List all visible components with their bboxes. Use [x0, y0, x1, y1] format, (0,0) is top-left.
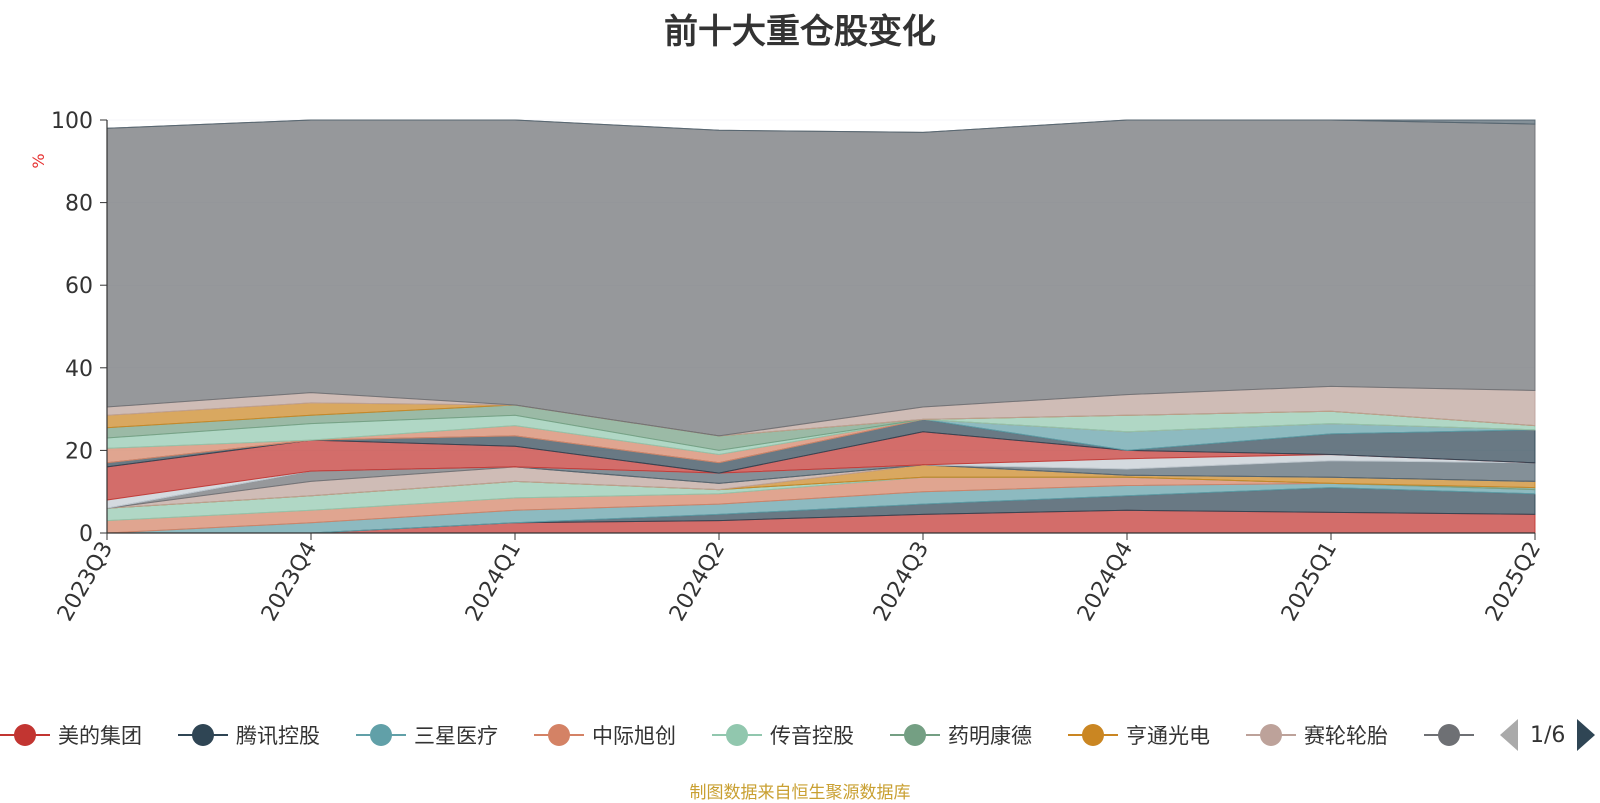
legend-marker-icon [534, 718, 584, 752]
area-series-20 [106, 119, 1536, 133]
legend-label: 腾讯控股 [236, 724, 320, 748]
legend-item[interactable]: 赛轮轮胎 [1246, 718, 1388, 752]
legend-item[interactable]: 腾讯控股 [178, 718, 320, 752]
legend-pager: 1/6 [1500, 716, 1596, 754]
legend-label: 传音控股 [770, 724, 854, 748]
chart-title: 前十大重仓股变化 [664, 12, 936, 52]
legend-marker-icon [0, 718, 50, 752]
x-tick-label: 2025Q2 [1481, 538, 1546, 626]
legend-prev-arrow-icon[interactable] [1500, 719, 1518, 751]
legend-page-indicator: 1/6 [1530, 722, 1566, 748]
legend-marker-icon [1424, 718, 1474, 752]
legend-label: 药明康德 [948, 724, 1032, 748]
legend-item[interactable]: 药明康德 [890, 718, 1032, 752]
legend-item[interactable]: 传音控股 [712, 718, 854, 752]
legend-item-partial[interactable] [1424, 718, 1474, 752]
legend: 美的集团 腾讯控股 三星医疗 中际旭创 传音控股 药明康德 亨通光电 赛轮轮胎 [0, 718, 1600, 752]
legend-marker-icon [712, 718, 762, 752]
legend-label: 三星医疗 [414, 724, 498, 748]
y-axis-label: % [29, 153, 48, 168]
legend-next-arrow-icon[interactable] [1577, 719, 1596, 751]
x-tick-label: 2023Q3 [53, 538, 118, 626]
y-tick-label: 20 [65, 439, 93, 464]
legend-label: 美的集团 [58, 724, 142, 748]
y-tick-label: 80 [65, 192, 93, 217]
legend-label: 亨通光电 [1126, 724, 1210, 748]
legend-label: 赛轮轮胎 [1304, 724, 1388, 748]
y-tick-label: 100 [51, 109, 93, 134]
y-tick-label: 40 [65, 357, 93, 382]
legend-marker-icon [356, 718, 406, 752]
y-tick-label: 60 [65, 274, 93, 299]
x-tick-label: 2024Q4 [1073, 538, 1138, 626]
x-tick-label: 2025Q1 [1277, 538, 1342, 626]
y-tick-label: 0 [79, 522, 93, 547]
legend-marker-icon [1068, 718, 1118, 752]
x-tick-label: 2023Q4 [257, 538, 322, 626]
legend-item[interactable]: 三星医疗 [356, 718, 498, 752]
legend-marker-icon [178, 718, 228, 752]
legend-label: 中际旭创 [592, 724, 676, 748]
stacked-areas [106, 119, 1536, 534]
x-tick-label: 2024Q1 [461, 538, 526, 626]
source-note: 制图数据来自恒生聚源数据库 [689, 783, 911, 803]
legend-item[interactable]: 亨通光电 [1068, 718, 1210, 752]
legend-marker-icon [890, 718, 940, 752]
legend-item[interactable]: 中际旭创 [534, 718, 676, 752]
legend-item[interactable]: 美的集团 [0, 718, 142, 752]
x-tick-label: 2024Q2 [665, 538, 730, 626]
x-tick-label: 2024Q3 [869, 538, 934, 626]
legend-marker-icon [1246, 718, 1296, 752]
